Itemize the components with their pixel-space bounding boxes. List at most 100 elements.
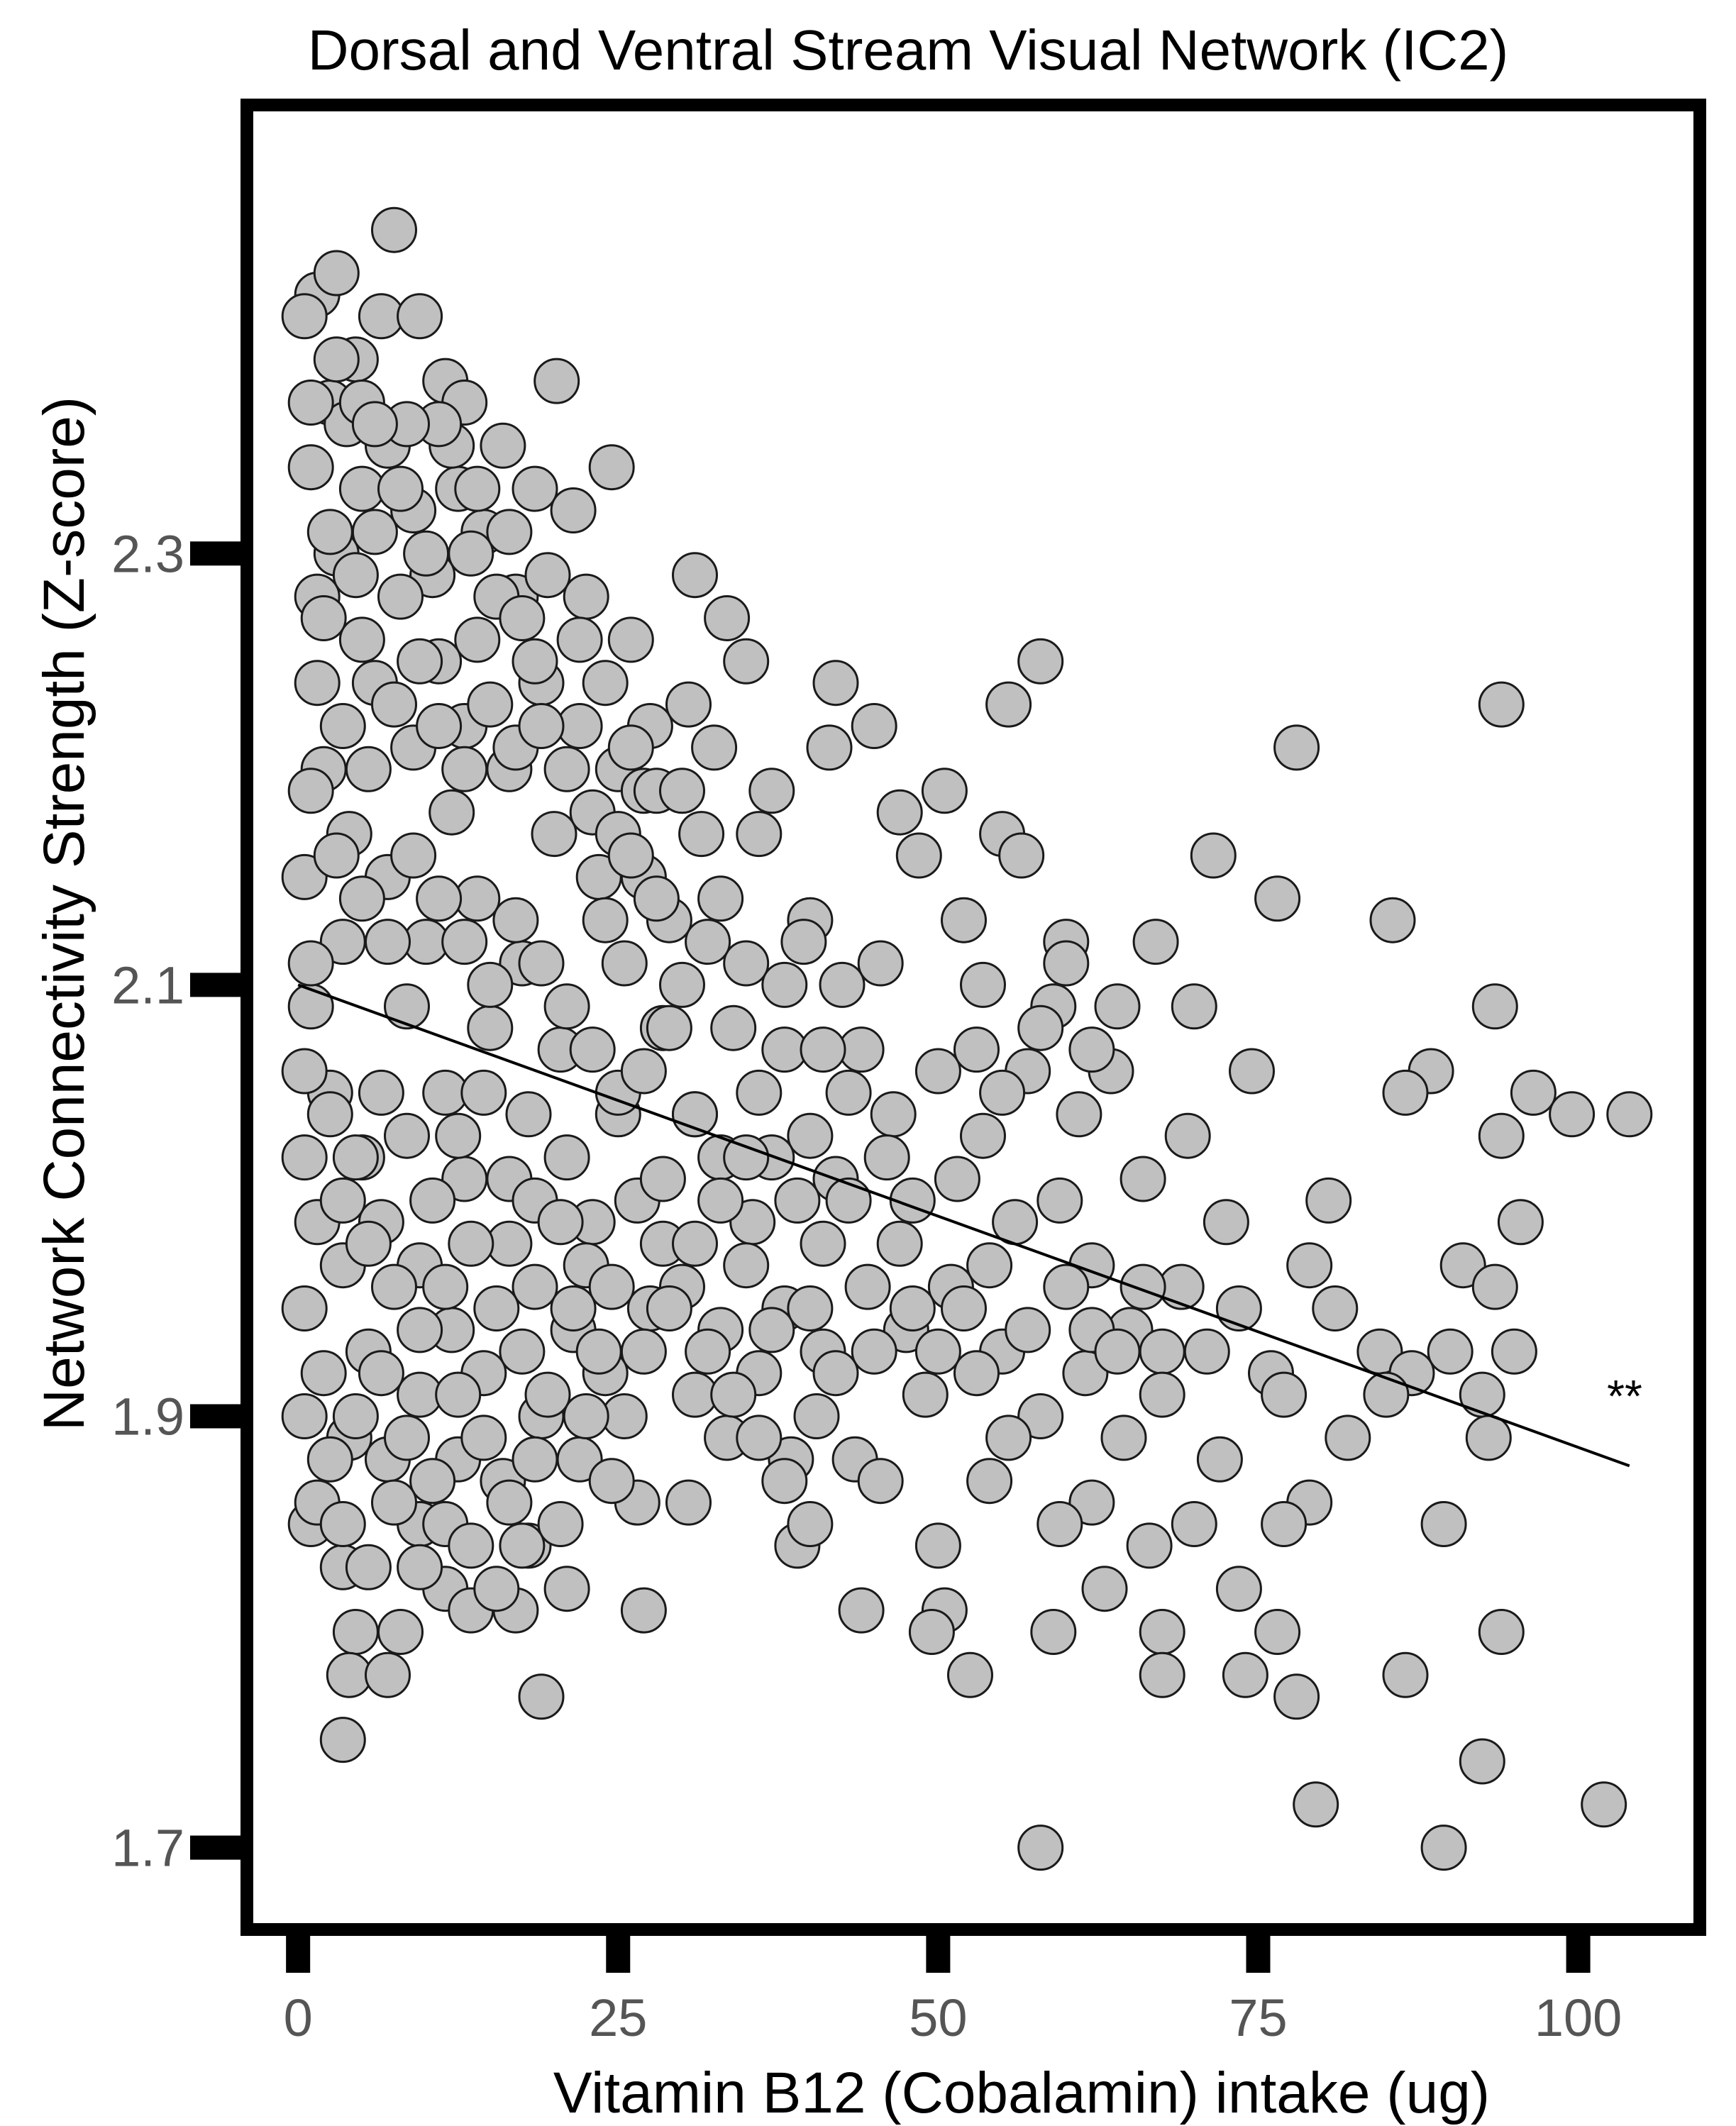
data-point: [736, 811, 783, 858]
data-point: [1203, 1199, 1249, 1246]
data-point: [371, 1263, 417, 1310]
trend-line: [297, 983, 1630, 1468]
data-point: [748, 768, 795, 814]
data-point: [1459, 1738, 1505, 1785]
data-point: [403, 530, 450, 577]
data-point: [281, 1393, 328, 1439]
data-point: [800, 1220, 846, 1267]
data-point: [800, 1026, 846, 1073]
data-point: [1261, 1501, 1307, 1547]
data-point: [774, 1177, 821, 1224]
data-point: [409, 1177, 456, 1224]
data-point: [633, 875, 680, 922]
data-point: [416, 875, 463, 922]
data-point: [397, 293, 443, 340]
data-point: [601, 940, 648, 987]
data-point: [1139, 1651, 1185, 1698]
data-point: [787, 1112, 834, 1159]
data-point: [966, 1242, 1013, 1289]
data-point: [966, 1458, 1013, 1505]
data-point: [1363, 1371, 1410, 1418]
data-point: [358, 1350, 404, 1397]
data-point: [851, 1328, 897, 1375]
data-point: [429, 789, 475, 836]
data-point: [1305, 1177, 1352, 1224]
data-point: [736, 1414, 783, 1461]
data-point: [620, 1328, 667, 1375]
data-point: [941, 1285, 987, 1331]
data-point: [876, 789, 923, 836]
data-point: [1420, 1825, 1467, 1871]
data-point: [1312, 1285, 1359, 1331]
data-point: [313, 336, 360, 383]
y-tick-label: 2.3: [111, 524, 184, 583]
data-point: [1164, 1112, 1211, 1159]
data-point: [454, 465, 501, 512]
data-point: [787, 1501, 834, 1547]
data-point: [1439, 1242, 1486, 1289]
data-point: [895, 832, 942, 879]
data-point: [908, 1609, 955, 1655]
data-point: [710, 1004, 757, 1051]
x-tick-label: 25: [589, 1988, 647, 2047]
data-point: [480, 422, 526, 469]
data-point: [454, 616, 501, 663]
data-point: [306, 1436, 353, 1483]
data-point: [1459, 1371, 1505, 1418]
data-point: [857, 1458, 904, 1505]
data-point: [672, 1220, 718, 1267]
data-point: [953, 1026, 1000, 1073]
data-point: [575, 1328, 622, 1375]
data-point: [287, 444, 334, 491]
data-point: [1254, 1609, 1301, 1655]
data-point: [825, 1069, 872, 1116]
data-point: [448, 530, 494, 577]
data-point: [371, 206, 417, 253]
data-point: [543, 983, 590, 1030]
data-point: [1171, 1501, 1217, 1547]
data-point: [332, 1393, 379, 1439]
data-point: [1510, 1069, 1557, 1116]
data-point: [960, 961, 1006, 1008]
data-point: [409, 1458, 456, 1505]
data-point: [358, 1069, 404, 1116]
data-point: [281, 1285, 328, 1331]
data-point: [332, 552, 379, 599]
y-tick-mark: [190, 1404, 241, 1429]
data-point: [1094, 1328, 1141, 1375]
data-point: [524, 552, 571, 599]
data-point: [377, 465, 424, 512]
data-point: [659, 768, 705, 814]
data-point: [985, 1414, 1032, 1461]
data-point: [1471, 1263, 1518, 1310]
data-point: [1254, 875, 1301, 922]
data-point: [550, 1285, 597, 1331]
data-point: [1005, 1307, 1051, 1353]
data-point: [620, 1048, 667, 1095]
data-point: [1478, 1112, 1525, 1159]
x-axis-label: Vitamin B12 (Cobalamin) intake (ug): [553, 2061, 1490, 2125]
data-point: [1056, 1091, 1102, 1138]
data-point: [365, 919, 411, 965]
data-point: [518, 940, 565, 987]
data-point: [607, 832, 654, 879]
x-tick-mark: [1246, 1936, 1271, 1973]
data-point: [332, 1134, 379, 1181]
x-axis: 0 25 50 75 100: [284, 1936, 1622, 2047]
data-point: [685, 919, 731, 965]
data-point: [1100, 1414, 1147, 1461]
data-point: [518, 703, 565, 749]
data-point: [1491, 1328, 1537, 1375]
data-point: [582, 660, 629, 707]
data-point: [1043, 940, 1090, 987]
data-point: [1119, 1263, 1166, 1310]
data-point: [889, 1285, 936, 1331]
data-point: [844, 1263, 891, 1310]
data-point: [1068, 1479, 1115, 1526]
y-axis-label: Network Connectivity Strength (Z-score): [32, 397, 96, 1431]
data-point: [435, 1371, 482, 1418]
data-point: [550, 487, 597, 533]
data-point: [287, 983, 334, 1030]
data-point: [588, 1458, 635, 1505]
data-point: [1222, 1651, 1268, 1698]
